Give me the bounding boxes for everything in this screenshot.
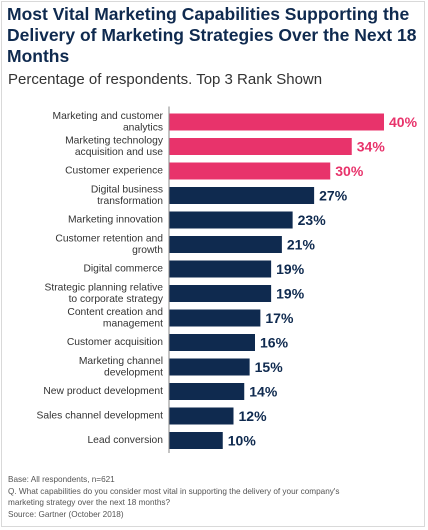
category-label: Customer experience bbox=[65, 166, 163, 177]
bar bbox=[169, 113, 384, 131]
bar-value-label: 34% bbox=[357, 139, 386, 155]
category-label: development bbox=[104, 367, 163, 378]
category-label: Content creation and bbox=[67, 307, 163, 318]
category-label: New product development bbox=[43, 386, 163, 397]
category-label: Customer acquisition bbox=[67, 337, 163, 348]
category-label: Marketing technology bbox=[65, 135, 164, 146]
footnote-source: Source: Gartner (October 2018) bbox=[8, 509, 124, 519]
category-label: Digital business bbox=[91, 184, 163, 195]
bar bbox=[169, 236, 282, 253]
bar-value-label: 14% bbox=[249, 384, 278, 400]
bar-value-label: 19% bbox=[276, 286, 305, 302]
category-label: Sales channel development bbox=[36, 411, 163, 422]
bar-value-label: 12% bbox=[239, 408, 268, 424]
category-label: Strategic planning relative bbox=[45, 282, 164, 293]
category-label: transformation bbox=[97, 196, 163, 207]
bar bbox=[169, 211, 293, 229]
category-label: Digital commerce bbox=[83, 264, 163, 275]
footnote-base: Base: All respondents, n=621 bbox=[8, 475, 115, 484]
chart-subtitle: Percentage of respondents. Top 3 Rank Sh… bbox=[8, 71, 323, 88]
footnote-question-line-2: marketing strategy over the next 18 mont… bbox=[8, 498, 171, 507]
bar-value-label: 19% bbox=[276, 261, 305, 277]
category-label: analytics bbox=[123, 122, 163, 133]
bar bbox=[169, 162, 331, 180]
bar bbox=[169, 309, 261, 327]
category-label: management bbox=[103, 318, 163, 329]
bar-value-label: 16% bbox=[260, 335, 289, 351]
bar-value-label: 30% bbox=[335, 163, 364, 179]
bar bbox=[169, 285, 272, 302]
category-label: Lead conversion bbox=[87, 435, 163, 446]
category-label: Marketing and customer bbox=[53, 111, 164, 122]
bar bbox=[169, 187, 315, 204]
bar-value-label: 40% bbox=[389, 114, 418, 130]
bar bbox=[169, 358, 250, 376]
category-label: growth bbox=[132, 245, 163, 256]
category-label: Marketing channel bbox=[79, 356, 163, 367]
bar-value-label: 23% bbox=[298, 212, 327, 228]
bar-value-label: 15% bbox=[255, 359, 284, 375]
category-label: to corporate strategy bbox=[69, 294, 164, 305]
category-label: Marketing innovation bbox=[68, 215, 163, 226]
bar-value-label: 27% bbox=[319, 188, 348, 204]
footnote-question-line-1: Q. What capabilities do you consider mos… bbox=[8, 486, 340, 496]
bar-value-label: 17% bbox=[265, 310, 294, 326]
bar bbox=[169, 260, 272, 278]
bar-value-label: 21% bbox=[287, 237, 316, 253]
bar bbox=[169, 383, 245, 400]
category-label: Customer retention and bbox=[55, 233, 163, 244]
bar bbox=[169, 432, 223, 449]
bar bbox=[169, 138, 352, 155]
bar-value-label: 10% bbox=[228, 433, 257, 449]
chart-title: Most Vital Marketing Capabilities Suppor… bbox=[7, 4, 417, 66]
category-label: acquisition and use bbox=[75, 147, 163, 158]
chart-footnotes: Base: All respondents, n=621 Q. What cap… bbox=[8, 474, 420, 520]
bar bbox=[169, 334, 255, 351]
bar bbox=[169, 407, 234, 425]
